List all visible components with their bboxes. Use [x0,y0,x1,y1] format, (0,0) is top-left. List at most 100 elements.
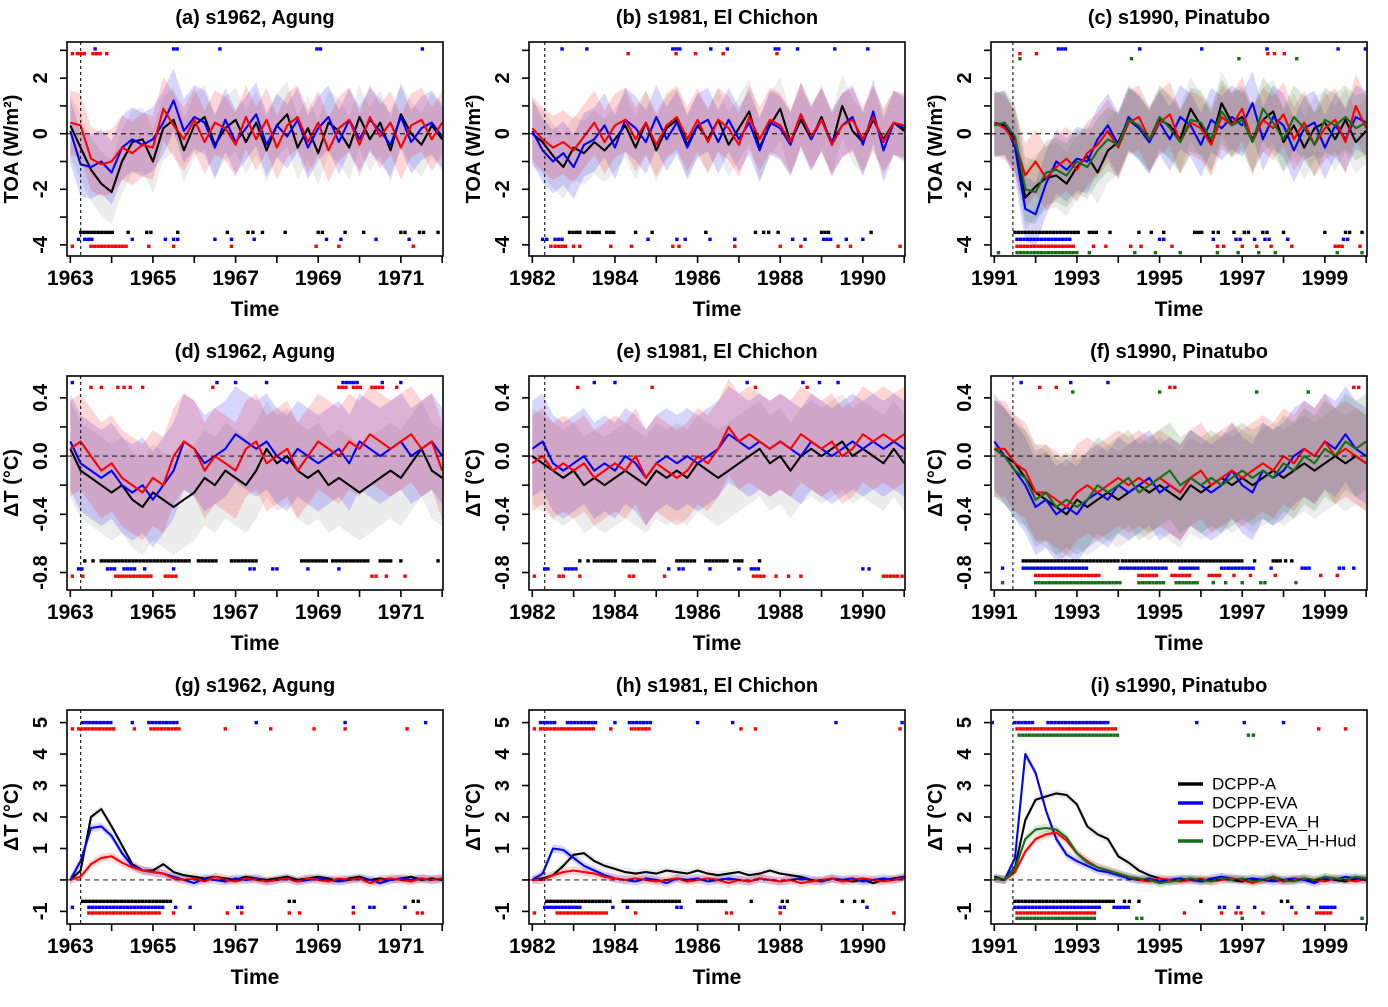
chart-dtbig-pinatubo: 1991 1993 1995 1997 1999 -1 1 2 3 4 5 (i) s1990, Pi… [925,675,1368,989]
panel-g: 1963 1965 1967 1969 1971 -1 1 2 3 4 5 (g) s1962, Ag… [1,668,463,1002]
y-tick-label: -4 [30,235,52,254]
plot-area [69,805,443,888]
y-tick-label: 0 [492,128,514,139]
sig-dots-top [532,720,904,731]
chart-toa-pinatubo: 1991 1993 1995 1997 1999 -4 -2 0 2 (c) s1990, Pin… [925,7,1368,321]
plot-area [531,378,905,534]
x-tick-label: 1993 [1054,935,1101,958]
x-tick-label: 1971 [377,267,424,290]
x-axis-label: Time [693,632,742,655]
panel-title: (a) s1962, Agung [175,7,334,29]
chart-dtbig-elchichon: 1982 1984 1986 1988 1990 -1 1 2 3 4 5 (h) s1981, El… [463,675,906,989]
axis-ticks [60,49,443,263]
x-tick-label: 1995 [1136,935,1183,958]
chart-toa-agung: 1963 1965 1967 1969 1971 -4 -2 0 2 (a) s1962, Agu… [1,7,444,321]
panel-title: (i) s1990, Pinatubo [1091,675,1268,697]
x-tick-label: 1999 [1301,935,1348,958]
x-axis-label: Time [693,966,742,989]
y-tick-label: -4 [954,235,976,254]
envelope-DCPP-EVA_H-Hud [994,393,1367,556]
legend-label: DCPP-EVA_H-Hud [1212,832,1356,851]
x-tick-label: 1965 [130,935,177,958]
panel-b: 1982 1984 1986 1988 1990 -4 -2 0 2 (b) s1981, El … [463,0,925,334]
y-tick-label: 0 [30,128,52,139]
series-line-DCPP-EVA_H [69,433,443,494]
y-tick-label: 2 [30,811,52,822]
envelope-DCPP-A [994,789,1367,886]
series-line-DCPP-EVA_H [531,425,905,479]
axis-ticks [984,397,1367,597]
envelope-DCPP-A [532,849,905,888]
series-line-DCPP-A [69,447,443,509]
x-axis-label: Time [231,632,280,655]
panel-e: 1982 1984 1986 1988 1990 -0.8 -0.4 0.0 0.4 (e) s1… [463,334,925,668]
envelope-DCPP-EVA_H [532,82,905,183]
y-axis-label: TOA (W/m²) [463,95,485,204]
y-tick-label: 5 [492,717,514,728]
x-tick-label: 1982 [509,267,556,290]
sig-dots-bottom [996,230,1364,255]
y-axis-label: ΔT (°C) [1,783,23,851]
x-tick-label: 1991 [971,267,1018,290]
y-tick-label: 0.4 [492,383,514,412]
y-axis-label: ΔT (°C) [925,449,947,517]
x-tick-label: 1982 [509,601,556,624]
x-tick-label: 1969 [295,601,342,624]
y-tick-label: -0.8 [30,555,52,589]
x-tick-label: 1969 [295,267,342,290]
sig-dots-top [560,47,870,56]
x-tick-label: 1990 [839,935,886,958]
y-tick-label: 2 [954,811,976,822]
y-axis-label: TOA (W/m²) [1,95,23,204]
sig-dots-bottom [70,899,425,915]
sig-dots-top [70,380,403,390]
y-tick-label: -1 [954,903,976,921]
legend-label: DCPP-EVA_H [1212,813,1319,832]
x-tick-label: 1984 [592,935,639,958]
panel-title: (g) s1962, Agung [175,675,335,697]
x-tick-label: 1986 [674,601,721,624]
x-tick-label: 1999 [1301,267,1348,290]
sig-dots-top [70,47,425,56]
x-tick-label: 1988 [757,935,804,958]
x-tick-label: 1995 [1136,267,1183,290]
series-line-DCPP-EVA [69,433,443,501]
envelope-DCPP-EVA [532,79,905,199]
y-tick-label: 0.0 [30,442,52,470]
x-tick-label: 1963 [47,935,94,958]
x-tick-label: 1967 [212,935,259,958]
x-tick-label: 1967 [212,267,259,290]
envelope-DCPP-EVA [70,386,443,548]
plot-area [993,386,1367,563]
envelope-DCPP-A [532,393,905,534]
x-tick-label: 1971 [377,935,424,958]
envelope-DCPP-A [70,82,443,224]
y-tick-label: -1 [30,903,52,921]
y-axis-label: ΔT (°C) [463,783,485,851]
panel-title: (e) s1981, El Chichon [616,341,817,363]
y-tick-label: 2 [30,73,52,84]
envelope-DCPP-A [70,400,443,556]
y-tick-label: 0 [954,128,976,139]
y-tick-label: 0.0 [954,442,976,470]
panel-h: 1982 1984 1986 1988 1990 -1 1 2 3 4 5 (h) s1981, El… [463,668,925,1002]
y-tick-label: -0.8 [492,555,514,589]
x-axis-label: Time [1155,632,1204,655]
y-tick-label: 4 [30,748,52,760]
sig-dots-top [1019,380,1361,394]
y-tick-label: 0.0 [492,442,514,470]
y-tick-label: -4 [492,235,514,254]
x-tick-label: 1971 [377,601,424,624]
axis-ticks [522,397,905,597]
panel-f: 1991 1993 1995 1997 1999 -0.8 -0.4 0.0 0.4 (f) s1… [925,334,1387,668]
x-tick-label: 1982 [509,935,556,958]
envelope-DCPP-EVA_H [70,76,443,197]
x-tick-label: 1990 [839,267,886,290]
x-tick-label: 1995 [1136,601,1183,624]
y-tick-label: 4 [954,748,976,760]
x-axis-label: Time [231,966,280,989]
axis-ticks [522,721,905,931]
x-tick-label: 1988 [757,601,804,624]
y-tick-label: -2 [954,180,976,198]
